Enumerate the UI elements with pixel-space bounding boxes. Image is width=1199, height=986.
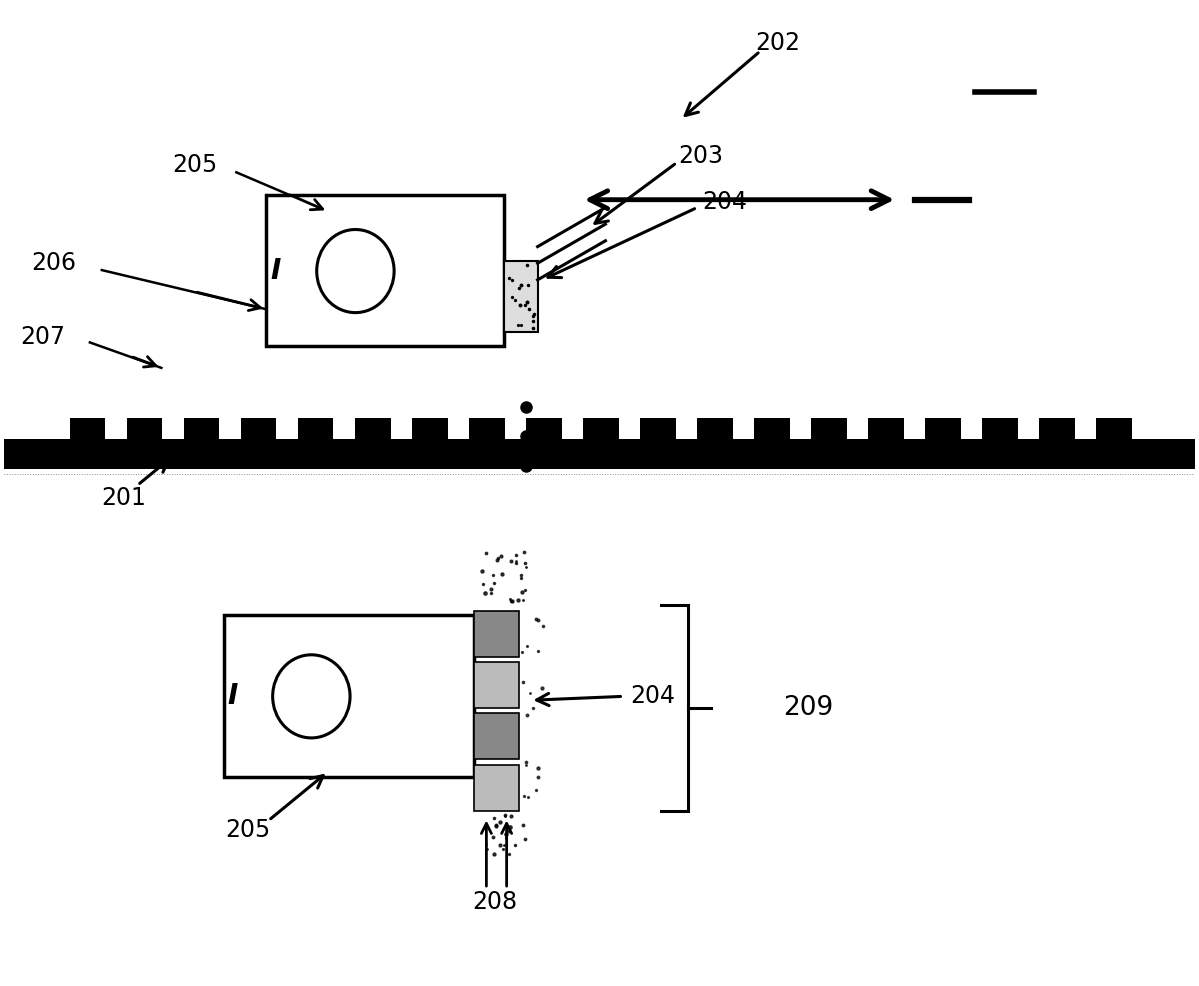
Text: 201: 201 — [101, 486, 145, 510]
Bar — [926, 418, 960, 439]
Text: 205: 205 — [225, 818, 271, 842]
Bar — [475, 713, 519, 759]
Bar — [475, 610, 519, 657]
Bar — [297, 418, 333, 439]
Bar — [127, 418, 162, 439]
Bar — [868, 418, 904, 439]
Bar — [475, 764, 519, 810]
Bar — [355, 418, 391, 439]
Bar — [583, 418, 619, 439]
Text: I: I — [228, 682, 237, 710]
Text: 206: 206 — [31, 251, 77, 275]
Bar — [241, 418, 277, 439]
Text: I: I — [271, 257, 281, 285]
Bar — [697, 418, 733, 439]
Text: 207: 207 — [19, 324, 65, 349]
Bar — [70, 418, 106, 439]
Bar — [266, 195, 505, 346]
Bar — [982, 418, 1018, 439]
Bar — [1096, 418, 1132, 439]
Bar — [526, 418, 561, 439]
Text: 204: 204 — [631, 684, 675, 708]
Bar — [411, 418, 447, 439]
Text: 205: 205 — [171, 154, 217, 177]
Bar — [811, 418, 846, 439]
Bar — [4, 439, 1195, 468]
Bar — [469, 418, 505, 439]
Text: 208: 208 — [472, 889, 517, 914]
Text: 202: 202 — [755, 32, 801, 55]
Bar — [1040, 418, 1074, 439]
Bar — [475, 662, 519, 708]
Bar — [754, 418, 790, 439]
Text: 209: 209 — [783, 695, 833, 721]
Ellipse shape — [317, 230, 394, 313]
Text: 204: 204 — [703, 189, 747, 214]
Ellipse shape — [272, 655, 350, 738]
Bar — [183, 418, 219, 439]
Bar — [224, 615, 475, 777]
Text: 203: 203 — [679, 144, 723, 168]
Bar — [640, 418, 676, 439]
Bar — [505, 261, 537, 331]
